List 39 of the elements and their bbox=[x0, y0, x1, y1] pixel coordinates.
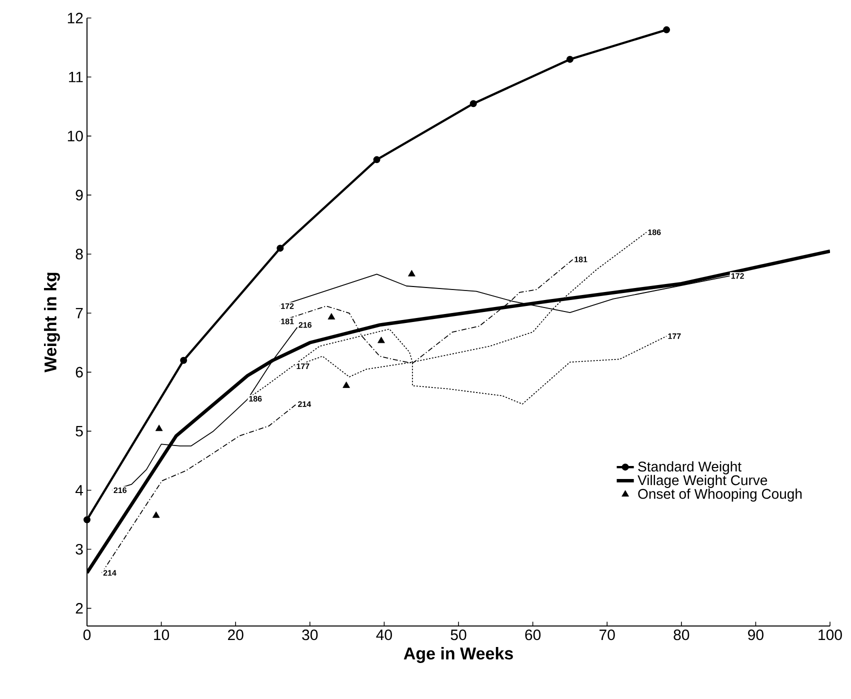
x-tick-label: 100 bbox=[818, 630, 842, 640]
x-tick-label: 60 bbox=[525, 630, 541, 640]
x-axis-title: Age in Weeks bbox=[404, 647, 513, 663]
legend-label: Onset of Whooping Cough bbox=[638, 488, 802, 502]
x-tick-label: 30 bbox=[302, 630, 318, 640]
y-tick-label: 2 bbox=[76, 603, 83, 614]
x-tick-label: 0 bbox=[83, 630, 91, 640]
y-tick-label: 10 bbox=[68, 130, 83, 142]
y-tick-label: 9 bbox=[76, 190, 83, 200]
x-tick-label: 50 bbox=[450, 630, 466, 640]
annotation: 181 bbox=[281, 318, 294, 324]
annotation: 181 bbox=[574, 256, 588, 262]
legend-label: Village Weight Curve bbox=[638, 474, 768, 488]
x-tick-label: 40 bbox=[376, 630, 392, 640]
annotation: 216 bbox=[114, 487, 127, 494]
y-tick-label: 12 bbox=[68, 12, 83, 24]
legend-label: Standard Weight bbox=[638, 461, 742, 474]
annotation: 177 bbox=[668, 333, 681, 339]
annotation: 186 bbox=[648, 229, 661, 236]
x-tick-label: 80 bbox=[674, 630, 690, 640]
annotation: 172 bbox=[281, 303, 294, 309]
y-tick-label: 11 bbox=[69, 72, 83, 82]
x-tick-label: 10 bbox=[154, 630, 170, 640]
annotation: 177 bbox=[296, 364, 310, 370]
annotation: 214 bbox=[103, 570, 116, 576]
y-tick-label: 7 bbox=[76, 308, 83, 318]
y-axis-title: Weight in kg bbox=[44, 272, 60, 372]
annotation: 186 bbox=[249, 396, 262, 402]
annotation: 216 bbox=[298, 322, 312, 328]
y-tick-label: 3 bbox=[76, 544, 83, 555]
y-tick-label: 4 bbox=[75, 485, 84, 496]
annotation: 172 bbox=[731, 273, 744, 279]
x-tick-label: 70 bbox=[600, 630, 615, 640]
y-tick-label: 5 bbox=[76, 426, 83, 436]
x-tick-label: 90 bbox=[748, 630, 764, 640]
annotation: 214 bbox=[298, 401, 312, 407]
x-tick-label: 20 bbox=[228, 630, 244, 640]
y-tick-label: 6 bbox=[76, 366, 83, 378]
y-tick-label: 8 bbox=[76, 248, 83, 260]
